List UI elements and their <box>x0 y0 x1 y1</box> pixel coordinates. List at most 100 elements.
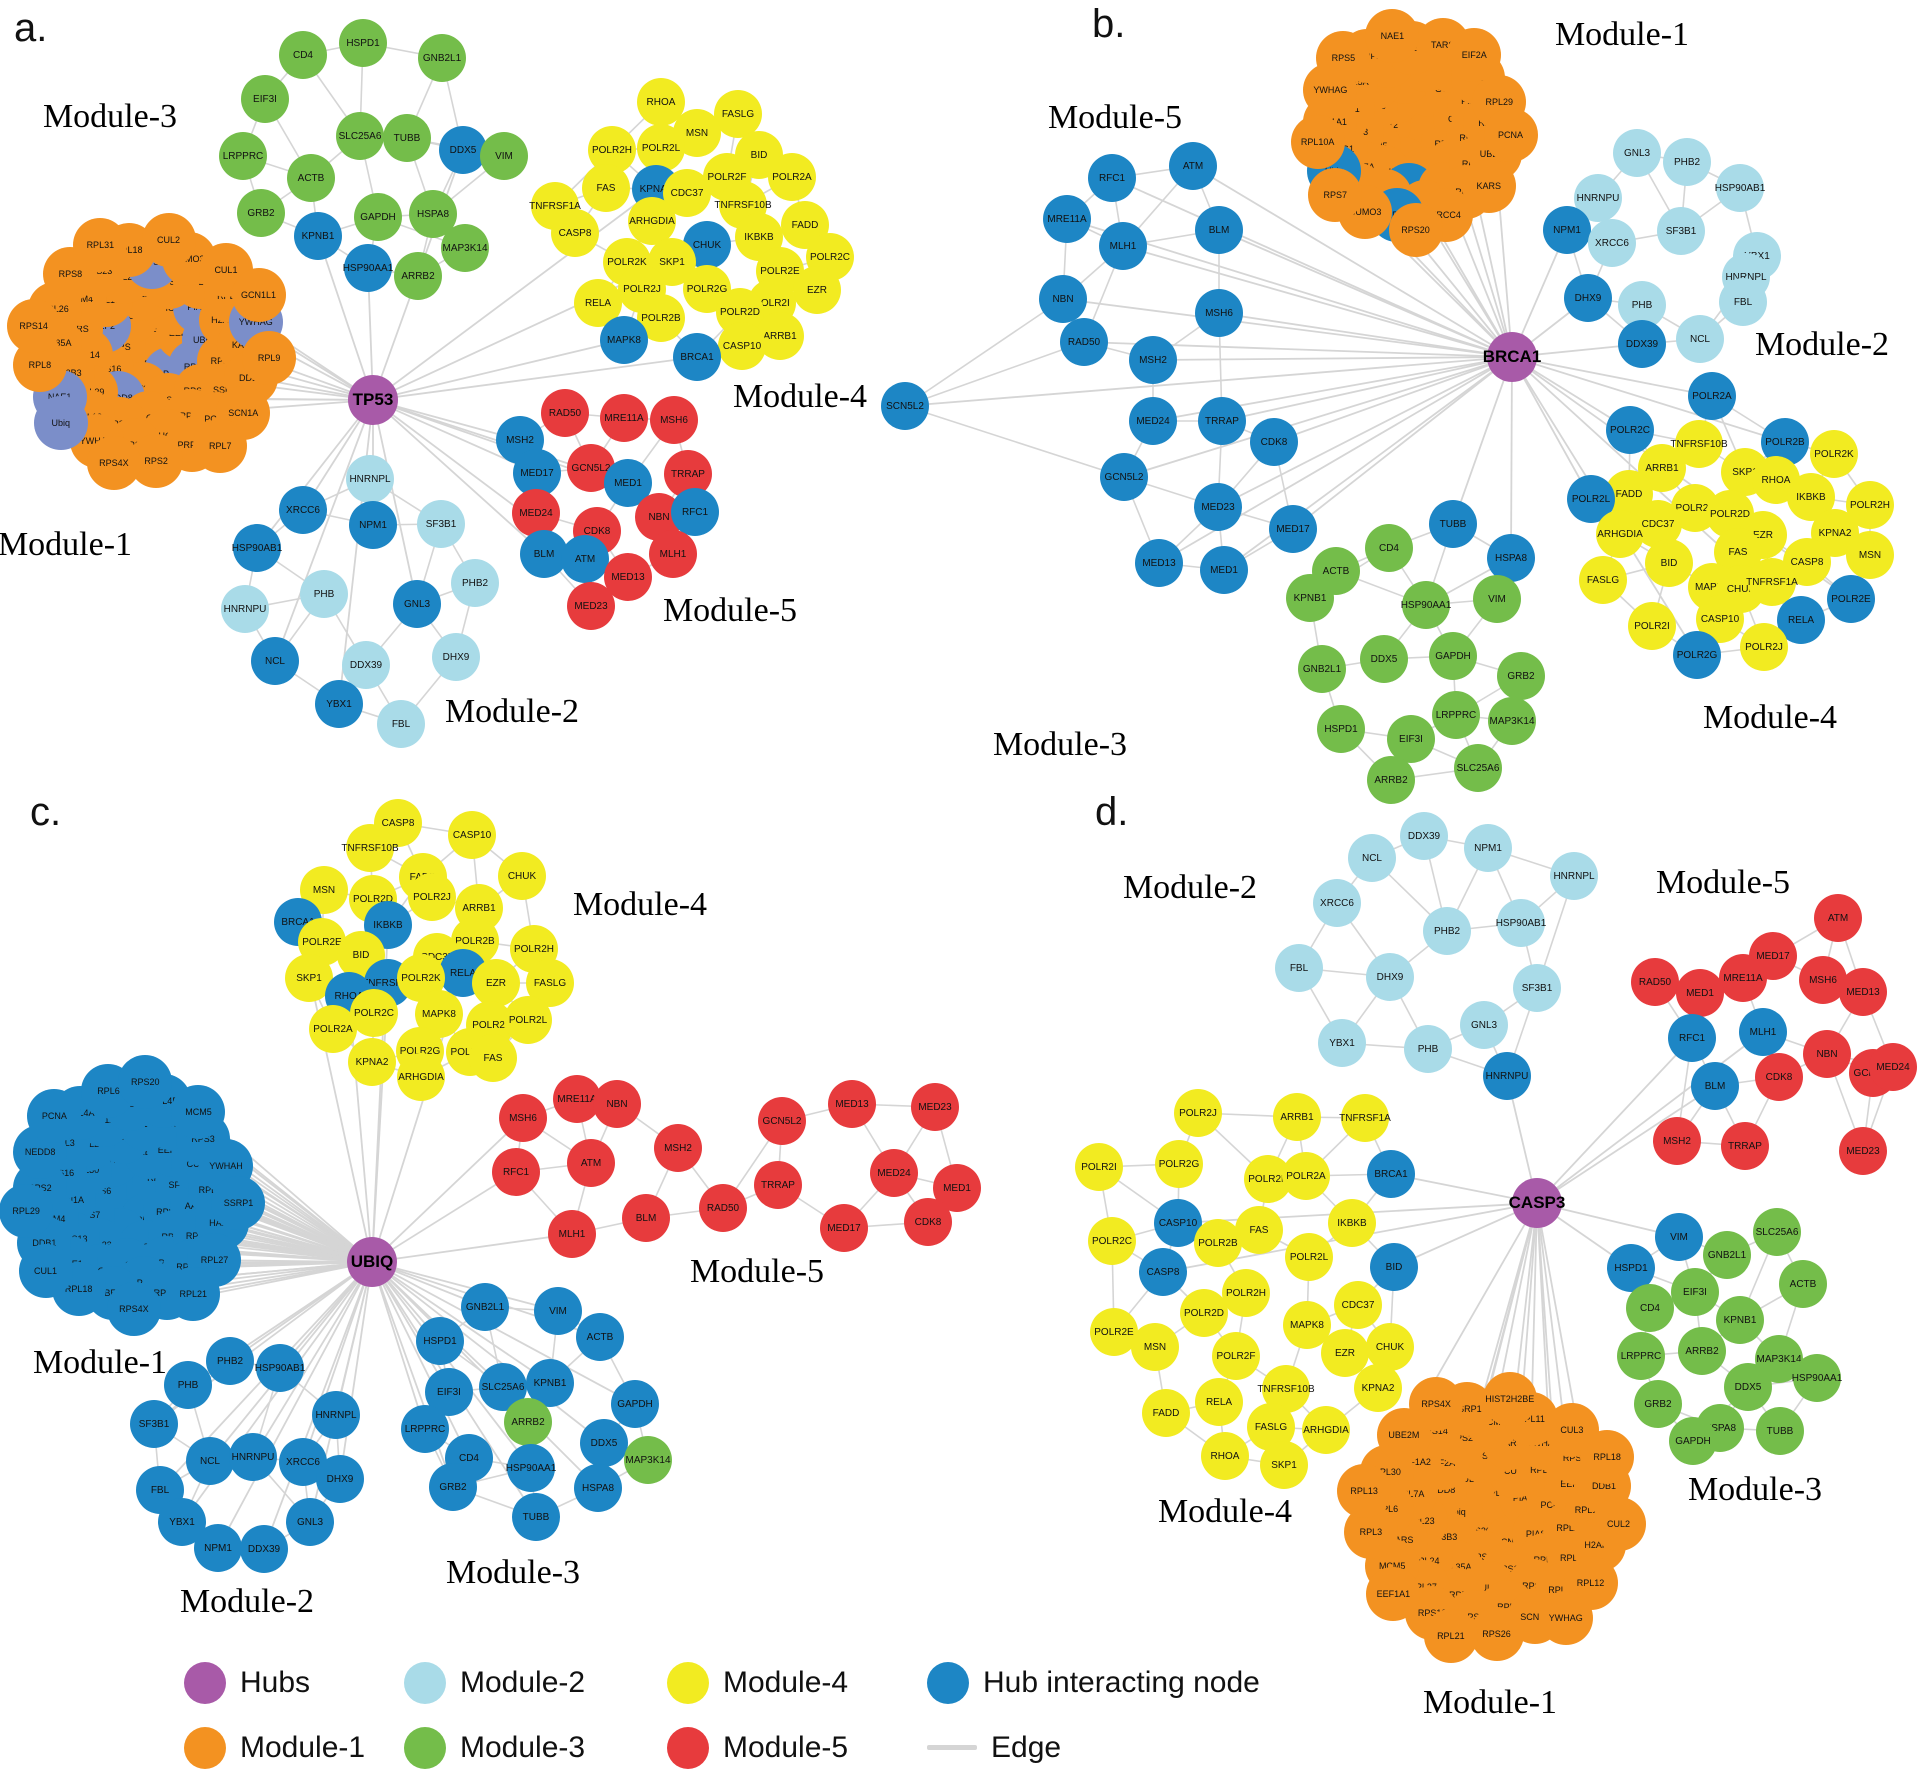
node-rpl18[interactable]: RPL18 <box>1580 1430 1635 1485</box>
node-ddx5[interactable]: DDX5 <box>1724 1363 1772 1411</box>
node-actb[interactable]: ACTB <box>287 154 335 202</box>
node-polr2c[interactable]: POLR2C <box>1606 406 1654 454</box>
node-rad50[interactable]: RAD50 <box>699 1184 747 1232</box>
node-polr2c[interactable]: POLR2C <box>350 989 398 1037</box>
node-med24[interactable]: MED24 <box>1129 397 1177 445</box>
node-phb2[interactable]: PHB2 <box>451 559 499 607</box>
node-slc25a6[interactable]: SLC25A6 <box>336 112 384 160</box>
node-xrcc6[interactable]: XRCC6 <box>1588 219 1636 267</box>
node-ssrp1[interactable]: SSRP1 <box>211 1175 266 1230</box>
node-fas[interactable]: FAS <box>469 1034 517 1082</box>
node-npm1[interactable]: NPM1 <box>349 501 397 549</box>
node-ncl[interactable]: NCL <box>186 1437 234 1485</box>
node-polr2j[interactable]: POLR2J <box>408 873 456 921</box>
node-msh2[interactable]: MSH2 <box>1653 1117 1701 1165</box>
node-trrap[interactable]: TRRAP <box>754 1161 802 1209</box>
node-med17[interactable]: MED17 <box>1269 505 1317 553</box>
node-ddx5[interactable]: DDX5 <box>1360 635 1408 683</box>
node-dhx9[interactable]: DHX9 <box>432 633 480 681</box>
node-sf3b1[interactable]: SF3B1 <box>1513 964 1561 1012</box>
node-gnl3[interactable]: GNL3 <box>1613 129 1661 177</box>
node-mcm5[interactable]: MCM5 <box>171 1085 226 1140</box>
node-kpna2[interactable]: KPNA2 <box>1354 1364 1402 1412</box>
node-hsp90ab1[interactable]: HSP90AB1 <box>232 524 282 572</box>
node-med23[interactable]: MED23 <box>911 1083 959 1131</box>
node-nbn[interactable]: NBN <box>593 1080 641 1128</box>
node-phb[interactable]: PHB <box>164 1361 212 1409</box>
node-mre11a[interactable]: MRE11A <box>1043 195 1091 243</box>
node-lrpprc[interactable]: LRPPRC <box>1617 1332 1665 1380</box>
node-rad50[interactable]: RAD50 <box>1631 958 1679 1006</box>
node-kpnb1[interactable]: KPNB1 <box>294 212 342 260</box>
node-casp10[interactable]: CASP10 <box>448 811 496 859</box>
node-slc25a6[interactable]: SLC25A6 <box>1753 1208 1801 1256</box>
node-eif3i[interactable]: EIF3I <box>241 75 289 123</box>
node-polr2g[interactable]: POLR2G <box>1155 1140 1203 1188</box>
node-gnb2l1[interactable]: GNB2L1 <box>418 34 466 82</box>
node-fas[interactable]: FAS <box>1235 1206 1283 1254</box>
node-nbn[interactable]: NBN <box>1803 1030 1851 1078</box>
node-rps20[interactable]: RPS20 <box>118 1054 173 1109</box>
node-med24[interactable]: MED24 <box>870 1149 918 1197</box>
node-ncl[interactable]: NCL <box>1676 315 1724 363</box>
node-grb2[interactable]: GRB2 <box>1497 652 1545 700</box>
node-arrb2[interactable]: ARRB2 <box>504 1398 552 1446</box>
node-hnrnpu[interactable]: HNRNPU <box>1483 1052 1531 1100</box>
node-blm[interactable]: BLM <box>1195 206 1243 254</box>
node-vim[interactable]: VIM <box>480 132 528 180</box>
node-med24[interactable]: MED24 <box>512 489 560 537</box>
node-ybx1[interactable]: YBX1 <box>315 680 363 728</box>
node-polr2l[interactable]: POLR2L <box>1285 1233 1333 1281</box>
node-map3k14[interactable]: MAP3K14 <box>441 224 489 272</box>
node-arhgdia[interactable]: ARHGDIA <box>1302 1406 1350 1454</box>
node-rpl10a[interactable]: RPL10A <box>1290 115 1345 170</box>
node-polr2j[interactable]: POLR2J <box>1174 1089 1222 1137</box>
node-arrb2[interactable]: ARRB2 <box>1678 1327 1726 1375</box>
node-dhx9[interactable]: DHX9 <box>1564 274 1612 322</box>
node-med13[interactable]: MED13 <box>1839 968 1887 1016</box>
node-atm[interactable]: ATM <box>561 535 609 583</box>
node-kpnb1[interactable]: KPNB1 <box>1286 574 1334 622</box>
node-gnb2l1[interactable]: GNB2L1 <box>1298 645 1346 693</box>
node-lrpprc[interactable]: LRPPRC <box>219 132 267 180</box>
node-sf3b1[interactable]: SF3B1 <box>130 1400 178 1448</box>
node-phb[interactable]: PHB <box>1404 1025 1452 1073</box>
node-trrap[interactable]: TRRAP <box>1721 1122 1769 1170</box>
node-vim[interactable]: VIM <box>534 1287 582 1335</box>
node-hspd1[interactable]: HSPD1 <box>1317 705 1365 753</box>
node-msn[interactable]: MSN <box>1846 531 1894 579</box>
node-gnl3[interactable]: GNL3 <box>286 1498 334 1546</box>
node-med23[interactable]: MED23 <box>567 582 615 630</box>
node-gnb2l1[interactable]: GNB2L1 <box>461 1283 509 1331</box>
node-cd4[interactable]: CD4 <box>1626 1284 1674 1332</box>
node-pcna[interactable]: PCNA <box>1483 108 1538 163</box>
node-med23[interactable]: MED23 <box>1194 483 1242 531</box>
node-fbl[interactable]: FBL <box>1719 278 1767 326</box>
node-slc25a6[interactable]: SLC25A6 <box>1454 744 1502 792</box>
node-arrb2[interactable]: ARRB2 <box>394 252 442 300</box>
node-tubb[interactable]: TUBB <box>1756 1407 1804 1455</box>
node-ddx39[interactable]: DDX39 <box>240 1525 288 1573</box>
node-msh2[interactable]: MSH2 <box>1129 336 1177 384</box>
node-ybx1[interactable]: YBX1 <box>1318 1019 1366 1067</box>
node-rpl29[interactable]: RPL29 <box>0 1183 54 1238</box>
node-rpl31[interactable]: RPL31 <box>73 218 128 273</box>
node-tnfrsf10b[interactable]: TNFRSF10B <box>341 824 399 872</box>
node-med23[interactable]: MED23 <box>1839 1127 1887 1175</box>
node-med13[interactable]: MED13 <box>1135 539 1183 587</box>
node-sf3b1[interactable]: SF3B1 <box>1657 207 1705 255</box>
node-med1[interactable]: MED1 <box>1200 546 1248 594</box>
node-gnb2l1[interactable]: GNB2L1 <box>1703 1231 1751 1279</box>
node-mre11a[interactable]: MRE11A <box>600 394 648 442</box>
hub-node-ubiq[interactable]: UBIQ <box>347 1237 397 1287</box>
node-cul2[interactable]: CUL2 <box>141 213 196 268</box>
node-polr2i[interactable]: POLR2I <box>1628 602 1676 650</box>
node-npm1[interactable]: NPM1 <box>194 1524 242 1572</box>
node-rpl21[interactable]: RPL21 <box>1423 1609 1478 1664</box>
node-lrpprc[interactable]: LRPPRC <box>401 1405 449 1453</box>
node-atm[interactable]: ATM <box>567 1139 615 1187</box>
node-polr2a[interactable]: POLR2A <box>768 153 816 201</box>
node-hnrnpl[interactable]: HNRNPL <box>1550 852 1598 900</box>
node-hnrnpl[interactable]: HNRNPL <box>346 455 394 503</box>
node-rpl9[interactable]: RPL9 <box>242 330 297 385</box>
